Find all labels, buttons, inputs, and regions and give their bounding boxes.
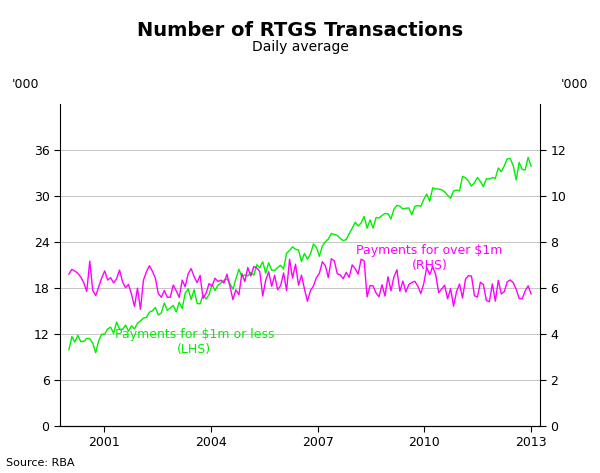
Text: Daily average: Daily average bbox=[251, 40, 349, 54]
Text: Number of RTGS Transactions: Number of RTGS Transactions bbox=[137, 21, 463, 40]
Text: '000: '000 bbox=[12, 78, 40, 91]
Text: Payments for over $1m
(RHS): Payments for over $1m (RHS) bbox=[356, 245, 503, 272]
Text: '000: '000 bbox=[560, 78, 588, 91]
Text: Payments for $1m or less
(LHS): Payments for $1m or less (LHS) bbox=[115, 328, 274, 356]
Text: Source: RBA: Source: RBA bbox=[6, 458, 74, 468]
